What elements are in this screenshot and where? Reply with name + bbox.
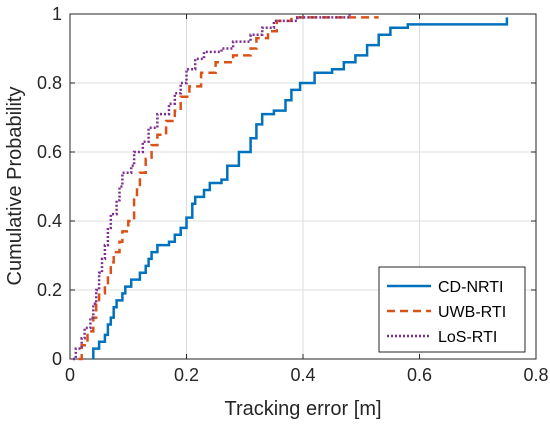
y-tick-label: 0.2 [37,280,62,300]
legend-box [378,266,526,353]
x-tick-label: 0.8 [523,365,548,385]
x-tick-label: 0.4 [290,365,315,385]
y-tick-label: 0.8 [37,73,62,93]
series-line-los-rti [72,14,351,361]
y-axis-label: Cumulative Probability [4,87,26,286]
series-lines [72,14,509,361]
axis-ticks: 0 0.2 0.4 0.6 0.8 0 0.2 0.4 0.6 0.8 1 [37,4,549,385]
y-tick-label: 1 [52,4,62,24]
series-line-cd-nrti [92,17,509,359]
legend-label-uwb-rti: UWB-RTI [438,304,506,321]
legend-label-cd-nrti: CD-NRTI [438,279,503,296]
legend-label-los-rti: LoS-RTI [438,329,497,346]
y-tick-label: 0.4 [37,211,62,231]
series-line-uwb-rti [78,16,379,361]
x-axis-label: Tracking error [m] [224,398,381,420]
y-tick-label: 0 [52,349,62,369]
legend: CD-NRTI UWB-RTI LoS-RTI [378,266,526,353]
x-tick-label: 0 [65,365,75,385]
x-tick-label: 0.6 [407,365,432,385]
x-tick-label: 0.2 [174,365,199,385]
y-tick-label: 0.6 [37,142,62,162]
